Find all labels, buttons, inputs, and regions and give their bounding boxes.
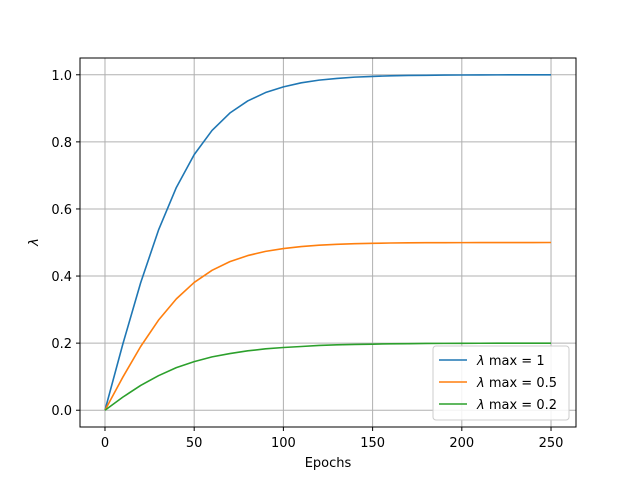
x-tick-label: 0	[101, 436, 109, 451]
series-line-2	[104, 342, 552, 411]
legend-label-0: λ max = 1	[476, 354, 545, 369]
axis-ticks: 0 50 100 150 200 250 0.0 0.2 0.4 0.6 0.8 1.0	[51, 69, 563, 451]
series-lines	[104, 73, 552, 411]
y-axis-label: λ	[27, 238, 42, 247]
legend: λ max = 1 λ max = 0.5 λ max = 0.2	[432, 345, 570, 421]
y-tick-label: 0.4	[51, 270, 72, 285]
x-tick-label: 150	[360, 436, 385, 451]
legend-box	[432, 345, 570, 421]
series-line-1	[104, 241, 552, 411]
legend-label-1: λ max = 0.5	[476, 376, 557, 391]
y-tick-label: 0.8	[51, 136, 72, 151]
x-axis-label: Epochs	[305, 456, 352, 471]
y-tick-label: 0.6	[51, 203, 72, 218]
x-tick-label: 250	[539, 436, 564, 451]
x-tick-label: 100	[271, 436, 296, 451]
y-tick-label: 1.0	[51, 69, 72, 84]
x-tick-label: 200	[449, 436, 474, 451]
series-line-0	[104, 73, 552, 411]
x-tick-label: 50	[186, 436, 203, 451]
legend-label-2: λ max = 0.2	[476, 398, 557, 413]
y-tick-label: 0.0	[51, 404, 72, 419]
y-tick-label: 0.2	[51, 337, 72, 352]
plot-frame	[79, 57, 577, 428]
